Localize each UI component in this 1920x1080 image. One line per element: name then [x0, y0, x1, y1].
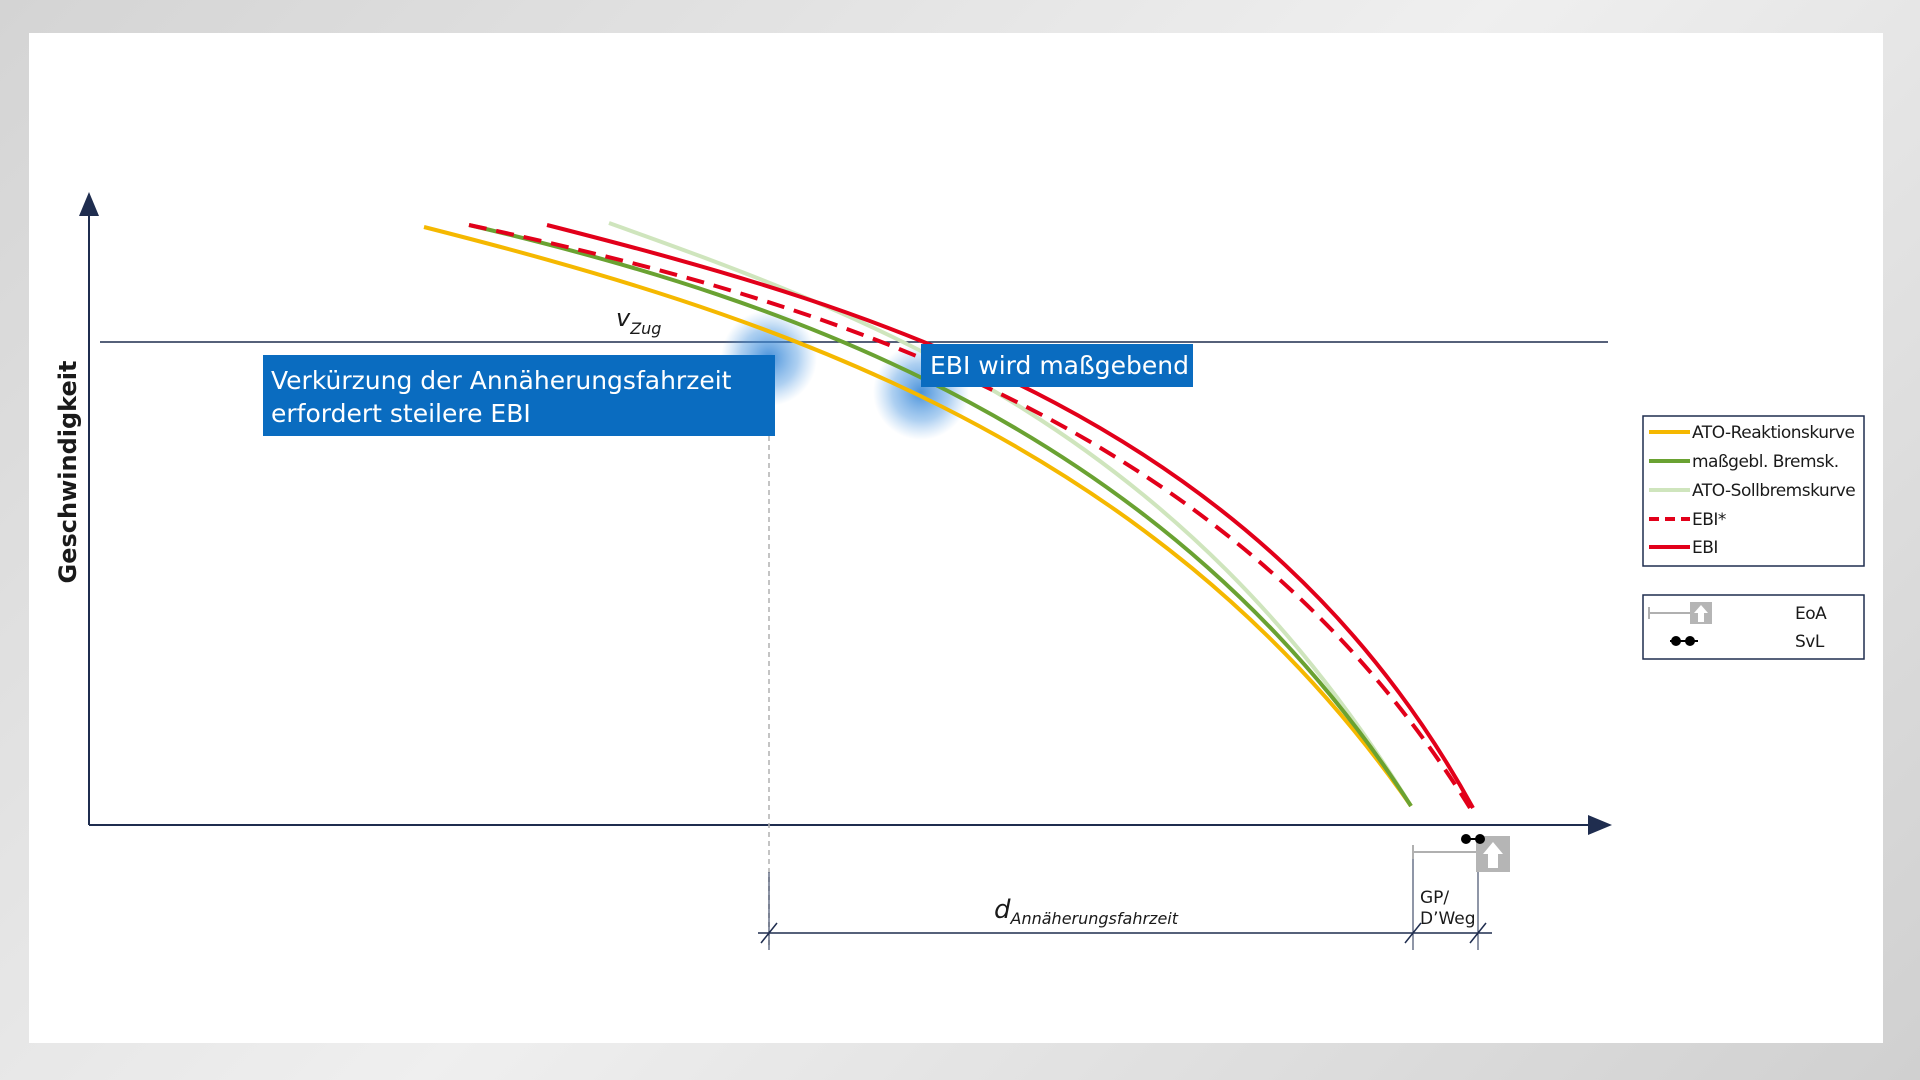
panel [29, 33, 1883, 1043]
gp-label: GP/ [1420, 888, 1449, 908]
distance-subscript: Annäherungsfahrzeit [1010, 909, 1179, 928]
y-axis-label: Geschwindigkeit [54, 361, 82, 584]
legend-label: EBI* [1692, 510, 1726, 530]
ato-reaction-curve [423, 225, 1413, 808]
distance-symbol: d [994, 895, 1011, 925]
callout-text: Verkürzung der Annäherungsfahrzeit [271, 366, 732, 395]
callout-text: EBI wird maßgebend [930, 351, 1189, 380]
dimension-tick [1469, 922, 1487, 944]
legend-label: ATO-Sollbremskurve [1692, 481, 1855, 501]
legend-label: EoA [1795, 604, 1827, 624]
ebi-star-curve [468, 223, 1472, 810]
callout-box [921, 344, 1193, 387]
gp-label: D’Weg [1420, 909, 1476, 929]
dimension-tick [1404, 922, 1422, 944]
eoa-arrow [1483, 842, 1503, 868]
callout-text: erfordert steilere EBI [271, 399, 531, 428]
legend-swatch [1694, 605, 1708, 622]
speed-subscript: Zug [629, 319, 661, 338]
legend-swatch [1685, 636, 1695, 646]
legend-label: EBI [1692, 538, 1718, 558]
legend-label: SvL [1795, 632, 1825, 652]
speed-symbol: v [616, 304, 631, 332]
ebi-curve [546, 223, 1475, 809]
distance-label: dAnnäherungsfahrzeit [994, 895, 1179, 928]
svl-symbol [1475, 834, 1485, 844]
legend-label: maßgebl. Bremsk. [1692, 452, 1839, 472]
dimension-tick [760, 922, 778, 944]
callout-box [263, 355, 775, 436]
svl-symbol [1461, 834, 1471, 844]
speed-label: vZug [616, 304, 661, 338]
ato-target-curve [608, 221, 1413, 808]
braking-curve [468, 223, 1413, 808]
legend-swatch [1671, 636, 1681, 646]
legend [1642, 594, 1865, 660]
legend-label: ATO-Reaktionskurve [1692, 423, 1855, 443]
